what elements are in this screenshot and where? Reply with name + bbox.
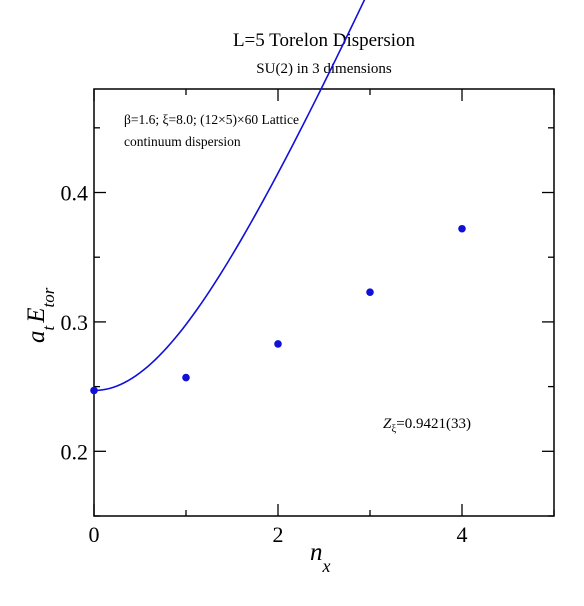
curve-label-annotation: continuum dispersion	[124, 134, 241, 149]
z-subscript: ξ	[391, 423, 396, 435]
z-symbol: Z	[383, 416, 392, 432]
continuum-dispersion-curve	[93, 0, 366, 392]
y-tick-label: 0.2	[61, 439, 89, 464]
y-axis-label-e-sub: tor	[39, 287, 58, 307]
y-axis-label-a-sub: t	[39, 325, 58, 331]
data-point	[274, 340, 282, 348]
x-tick-label: 2	[273, 522, 284, 547]
y-axis-label-a: a	[23, 331, 50, 344]
chart-title: L=5 Torelon Dispersion	[233, 30, 416, 51]
plot-frame	[93, 88, 555, 517]
data-point	[366, 288, 374, 296]
z-xi-annotation: Zξ=0.9421(33)	[383, 416, 471, 435]
chart-subtitle: SU(2) in 3 dimensions	[256, 61, 392, 77]
x-axis-label-main: n	[310, 539, 323, 566]
axis-tick-labels: 0 2 4 0.2 0.3 0.4	[61, 181, 468, 547]
data-point	[182, 373, 190, 382]
x-axis-label: nx	[310, 539, 331, 576]
data-point	[90, 386, 98, 395]
y-tick-label: 0.4	[61, 181, 89, 206]
data-points	[90, 224, 466, 395]
params-annotation: β=1.6; ξ=8.0; (12×5)×60 Lattice	[124, 112, 299, 127]
x-tick-label: 4	[457, 522, 468, 547]
y-axis-label: atEtor	[23, 287, 58, 343]
z-value: =0.9421(33)	[396, 416, 471, 432]
y-tick-label: 0.3	[61, 310, 89, 335]
data-point	[458, 224, 466, 233]
x-axis-label-sub: x	[322, 556, 331, 576]
x-tick-label: 0	[89, 522, 100, 547]
y-axis-label-e: E	[23, 307, 50, 323]
axis-ticks	[93, 89, 555, 517]
